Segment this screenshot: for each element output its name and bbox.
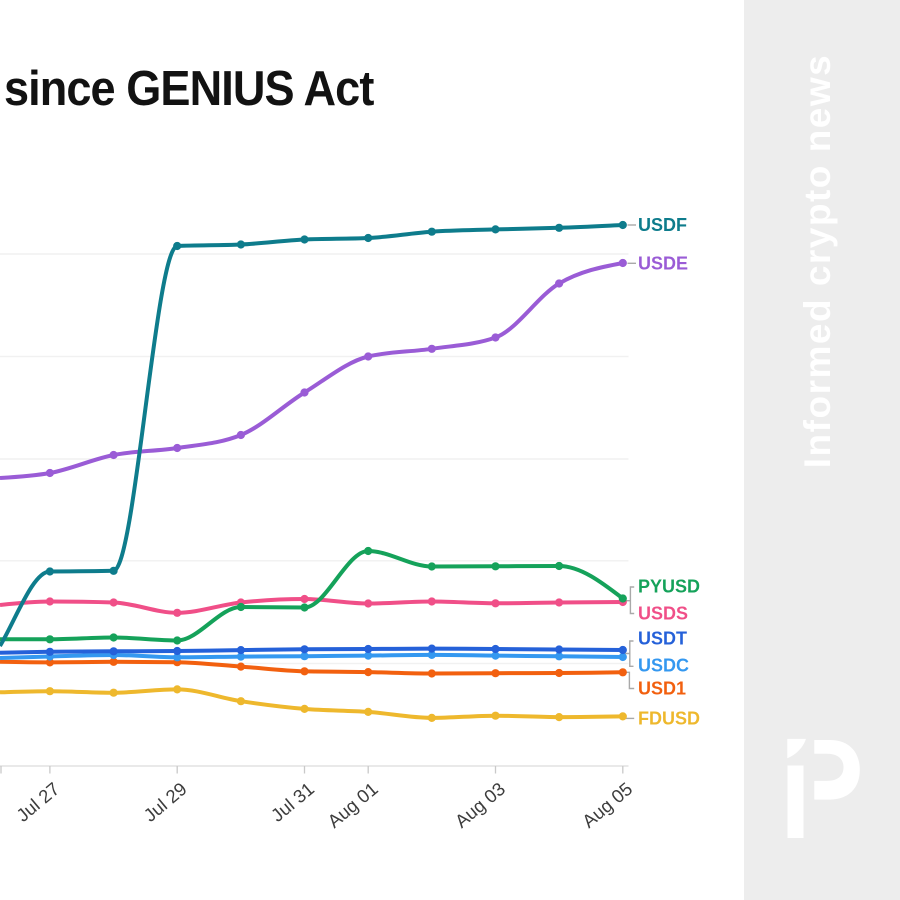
svg-text:USDS: USDS (638, 604, 688, 624)
svg-text:PYUSD: PYUSD (638, 577, 700, 597)
svg-text:USDC: USDC (638, 656, 689, 676)
svg-text:USDE: USDE (638, 253, 688, 273)
svg-text:Aug 03: Aug 03 (451, 778, 509, 832)
svg-text:Jul 31: Jul 31 (267, 778, 318, 826)
svg-text:USDF: USDF (638, 215, 687, 235)
svg-text:Aug 01: Aug 01 (323, 778, 381, 832)
svg-text:USD1: USD1 (638, 679, 686, 699)
svg-text:FDUSD: FDUSD (638, 709, 700, 729)
svg-text:Aug 05: Aug 05 (578, 778, 636, 832)
svg-text:Jul 27: Jul 27 (12, 778, 63, 826)
svg-text:USDT: USDT (638, 628, 687, 648)
svg-text:Jul 29: Jul 29 (139, 778, 190, 826)
